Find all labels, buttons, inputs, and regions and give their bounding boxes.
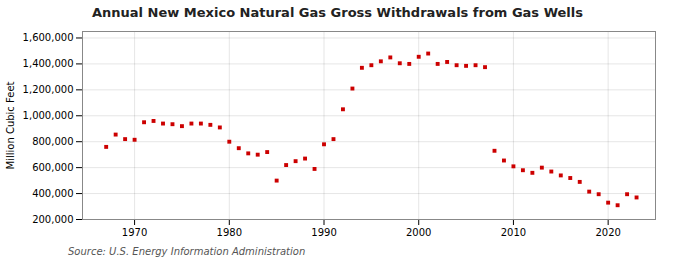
svg-text:1,400,000: 1,400,000 [23, 58, 74, 69]
svg-text:200,000: 200,000 [32, 214, 73, 225]
svg-text:1,200,000: 1,200,000 [23, 84, 74, 95]
svg-text:1,000,000: 1,000,000 [23, 110, 74, 121]
html-text:Annual New Mexico Natural Gas: Annual New Mexico Natural Gas Gross With… [92, 5, 583, 20]
svg-text:1,600,000: 1,600,000 [23, 32, 74, 43]
svg-text:2020: 2020 [595, 227, 620, 238]
svg-text:1990: 1990 [311, 227, 336, 238]
svg-text:600,000: 600,000 [32, 162, 73, 173]
svg-text:2010: 2010 [501, 227, 526, 238]
html-text:Source: U.S. Energy Informatio: Source: U.S. Energy Information Administ… [68, 246, 306, 257]
svg-text:800,000: 800,000 [32, 136, 73, 147]
svg-text:Million Cubic Feet: Million Cubic Feet [5, 81, 16, 169]
svg-text:1970: 1970 [122, 227, 147, 238]
svg-text:1980: 1980 [217, 227, 242, 238]
svg-text:400,000: 400,000 [32, 188, 73, 199]
svg-text:2000: 2000 [406, 227, 431, 238]
